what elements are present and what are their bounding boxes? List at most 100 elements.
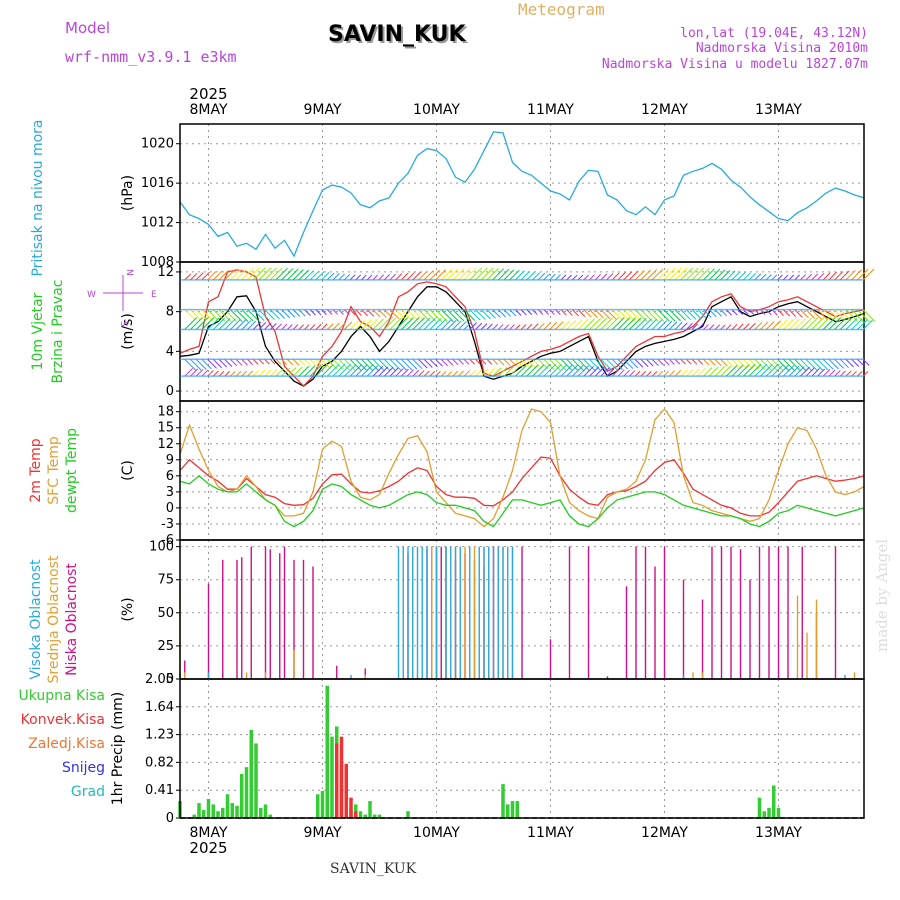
y-tick-label: 25 [157,639,174,654]
wind-barb [207,358,217,369]
wind-barb [520,364,533,377]
wind-barb [372,309,381,318]
bar-ukupna-kisa [330,736,334,818]
wind-barb [378,274,384,281]
wind-barb [201,317,215,330]
wind-barb [343,363,357,377]
bar-ukupna-kisa [249,729,253,818]
bar-ukupna-kisa [244,767,249,818]
wind-barb [628,358,639,369]
wind-barb [611,309,623,321]
wind-barb [321,358,331,369]
wind-barb [737,323,744,330]
wind-barb [252,358,259,365]
wind-barb [856,358,865,367]
wind-barb [492,367,502,377]
wind-barb [811,309,822,320]
wind-barb [201,369,209,377]
wind-barb [691,368,700,377]
wind-barb [475,322,483,330]
y-tick-label: 1.23 [145,728,174,743]
wind-barb [794,274,801,281]
wind-barb [190,309,201,320]
wind-barb [822,369,831,377]
wind-barb [805,317,819,330]
wind-barb [229,268,242,281]
wind-barb [674,358,681,365]
day-label-bottom: 9MAY [303,825,341,841]
model-name: wrf-nmm_v3.9.1 e3km [65,48,237,66]
wind-barb [782,358,796,372]
wind-barb [685,309,697,320]
bar-srednja-oblacnost [431,546,433,679]
bar-ukupna-kisa [325,685,329,818]
wind-barb [332,322,340,330]
wind-barb [714,309,722,317]
bar-visoka-oblacnost [407,546,409,679]
wind-barb [423,370,430,377]
bar-srednja-oblacnost [464,546,466,679]
wind-barb [862,358,870,366]
wind-barb [412,271,422,281]
wind-barb [514,309,522,316]
bar-niska-oblacnost [625,586,628,679]
wind-barb [668,309,681,322]
wind-barb [720,309,728,317]
bar-ukupna-kisa [501,784,505,818]
wind-barb [760,309,766,315]
wind-barb [366,274,373,281]
wind-barb [480,358,487,365]
wind-barb [828,271,837,281]
y-tick-label: 12 [157,437,174,452]
wind-barb [571,274,578,281]
bar-srednja-oblacnost [293,649,295,679]
wind-barb [400,272,409,281]
wind-barb [480,309,491,320]
wind-barb [412,309,425,322]
wind-barb [520,271,530,281]
wind-barb [315,358,325,368]
day-label-top: 12MAY [641,102,688,118]
wind-barb [703,324,709,330]
wind-barb [497,366,508,377]
wind-barb [566,309,573,316]
wind-barb [298,324,304,330]
wind-barb [514,365,527,377]
wind-barb [292,309,301,318]
wind-barb [509,358,517,367]
wind-barb [845,318,858,330]
wind-barb [737,364,750,377]
wind-barb [668,267,682,281]
wind-barb [611,368,620,377]
wind-barb [805,358,818,372]
wind-barb [224,370,230,377]
wind-barb [566,364,579,377]
panel-clouds: 0 25 50 75 100 (%) Visoka Oblacnost Srednja Obl… [28,539,865,687]
wind-barb [247,358,254,365]
wind-barb [777,319,788,330]
lonlat-text: lon,lat (19.04E, 43.12N) [680,26,868,41]
wind-barb [634,270,645,281]
wind-barb [469,358,475,365]
wind-barb [224,358,233,367]
wind-barb [817,358,829,371]
bar-niska-oblacnost [635,546,637,679]
y-tick-label: 4 [166,344,174,359]
wind-barb [537,363,551,377]
wind-barb [822,309,835,321]
wind-barb [589,366,600,377]
wind-barb [275,368,284,377]
panel-unit-label: (m/s) [120,313,136,350]
wind-barb [366,358,380,372]
chart-title: Meteogram [518,0,605,19]
wind-barb [606,317,619,330]
bar-konvek-kisa [335,743,339,818]
wind-barb [583,318,595,330]
wind-barb [372,365,384,377]
bar-niska-oblacnost [644,546,647,679]
wind-barb [258,358,265,365]
y-tick-label: 1020 [141,137,174,152]
wind-barb [378,318,390,330]
wind-barb [611,317,625,330]
pressure-title: Pritisak na nivou mora [30,119,46,276]
